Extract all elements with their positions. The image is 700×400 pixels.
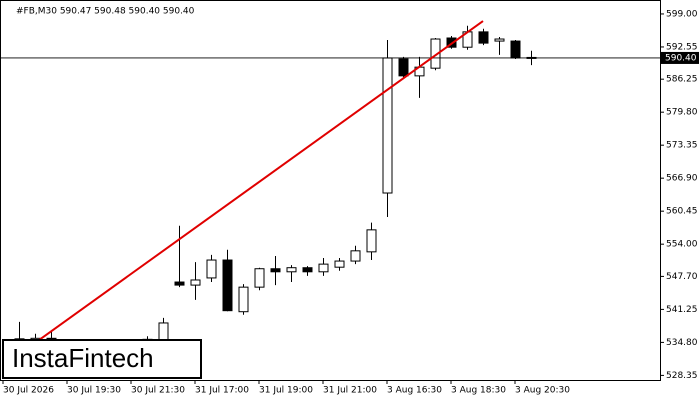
chart-header: #FB,M30 590.47 590.48 590.40 590.40: [16, 7, 195, 17]
y-tick-label: 586.25: [666, 75, 698, 85]
candle-body: [494, 38, 505, 42]
x-tick-label: 31 Jul 19:00: [259, 386, 313, 396]
y-tick-label: 573.35: [666, 141, 698, 151]
x-tick-label: 3 Aug 16:30: [387, 386, 442, 396]
x-tick-label: 31 Jul 17:00: [195, 386, 249, 396]
candle-body: [238, 286, 249, 313]
candle-body: [318, 263, 329, 273]
y-tick-label: 554.00: [666, 240, 698, 250]
y-tick-label: 560.45: [666, 207, 698, 217]
logo-box: [2, 339, 202, 379]
candle-body: [254, 268, 265, 288]
x-tick-label: 31 Jul 21:00: [323, 386, 377, 396]
price-label: 590.40: [665, 53, 697, 63]
logo: InstaFintech: [12, 343, 154, 373]
candle-body: [382, 57, 393, 194]
y-tick-label: 534.80: [666, 338, 698, 348]
candle-body: [190, 279, 201, 286]
y-tick-label: 566.90: [666, 174, 698, 184]
x-tick-label: 30 Jul 19:30: [67, 386, 121, 396]
y-tick-label: 599.00: [666, 9, 698, 19]
candle-body: [430, 38, 441, 69]
candle-body: [350, 250, 361, 262]
trend-line: [34, 20, 484, 344]
candle-body: [206, 259, 217, 279]
plot-frame: [0, 0, 661, 381]
candle-body: [174, 281, 185, 286]
candle-body: [286, 267, 297, 273]
y-tick-label: 547.70: [666, 272, 698, 282]
x-tick-label: 3 Aug 20:30: [515, 386, 570, 396]
candle-body: [302, 267, 313, 273]
x-tick-label: 30 Jul 2026: [3, 386, 54, 396]
candle-body: [222, 259, 233, 312]
x-tick-label: 30 Jul 21:30: [131, 386, 185, 396]
candle-body: [270, 268, 281, 273]
candle-body: [334, 260, 345, 268]
candle-body: [366, 229, 377, 253]
y-tick-label: 528.35: [666, 371, 698, 381]
y-tick-label: 541.25: [666, 305, 698, 315]
y-tick-label: 579.80: [666, 108, 698, 118]
y-tick-label: 592.55: [666, 42, 698, 52]
candle-body: [158, 322, 169, 341]
candle-body: [398, 58, 409, 77]
price-label-box: [661, 51, 699, 64]
candle-body: [478, 31, 489, 44]
candle-body: [510, 40, 521, 59]
x-tick-label: 3 Aug 18:30: [451, 386, 506, 396]
